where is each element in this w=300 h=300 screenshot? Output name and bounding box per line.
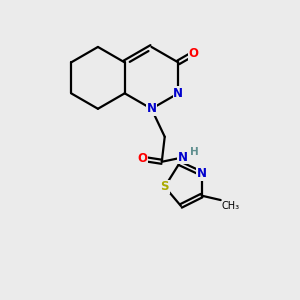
Text: CH₃: CH₃ (221, 201, 239, 211)
Text: H: H (190, 147, 199, 157)
Text: N: N (173, 87, 183, 100)
Text: O: O (138, 152, 148, 165)
Text: S: S (160, 180, 169, 193)
Text: N: N (196, 167, 206, 180)
Text: N: N (178, 151, 188, 164)
Text: O: O (188, 47, 199, 60)
Text: N: N (146, 102, 157, 115)
